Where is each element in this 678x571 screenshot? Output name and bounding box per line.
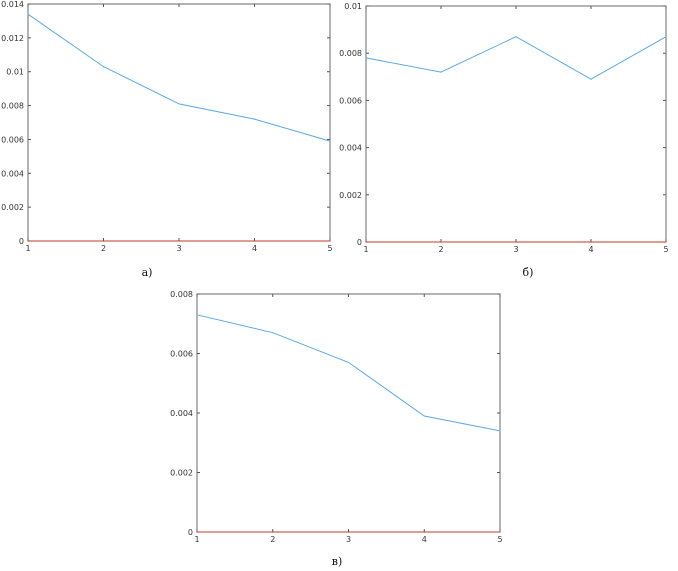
x-tick-label-a-1: 2	[101, 244, 106, 253]
y-tick-label-b-4: 0.008	[339, 49, 362, 58]
data-point-a-1-4	[329, 240, 331, 242]
data-point-b-0-2	[515, 36, 517, 38]
x-tick-label-a-2: 3	[176, 244, 181, 253]
data-point-c-1-4	[499, 531, 501, 533]
data-point-b-0-3	[590, 78, 592, 80]
data-point-b-0-1	[440, 71, 442, 73]
y-tick-label-c-3: 0.006	[170, 350, 193, 359]
x-tick-label-c-0: 1	[194, 535, 199, 544]
chart-panel-c: 0 0.002 0.004 0.006 0.008 1 2 3 4 5	[170, 290, 502, 544]
data-point-a-0-3	[253, 118, 256, 120]
data-point-b-0-0	[365, 57, 367, 59]
x-tick-label-c-3: 4	[422, 535, 427, 544]
x-tick-label-c-4: 5	[497, 535, 502, 544]
data-point-a-0-0	[27, 13, 29, 15]
data-point-c-1-3	[423, 531, 425, 533]
y-tick-label-c-2: 0.004	[170, 409, 193, 418]
caption-c: в)	[332, 555, 342, 568]
data-point-a-0-4	[329, 140, 331, 142]
x-tick-label-c-2: 3	[346, 535, 351, 544]
y-tick-label-a-1: 0.002	[1, 203, 24, 212]
plot-frame-b	[365, 5, 667, 243]
data-point-b-1-4	[665, 241, 667, 243]
data-point-c-0-1	[272, 332, 274, 334]
data-point-c-1-1	[272, 531, 274, 533]
x-tick-label-b-3: 4	[588, 245, 593, 254]
series-line-c-0	[196, 314, 501, 432]
x-tick-label-b-2: 3	[513, 245, 518, 254]
data-point-b-1-3	[590, 241, 592, 243]
y-tick-label-a-2: 0.004	[1, 169, 24, 178]
data-point-a-1-0	[27, 240, 29, 242]
data-point-b-1-2	[515, 241, 517, 243]
series-line-b-0	[365, 36, 667, 80]
data-point-c-1-0	[196, 531, 198, 533]
data-point-a-0-1	[102, 66, 105, 68]
data-point-a-1-1	[102, 240, 105, 242]
y-tick-label-a-6: 0.012	[1, 34, 24, 43]
plot-frame-c	[196, 293, 501, 533]
data-point-c-0-3	[423, 415, 425, 417]
x-tick-label-b-1: 2	[438, 245, 443, 254]
chart-panel-b: 0 0.002 0.004 0.006 0.008 0.01 1 2 3 4 5	[339, 2, 668, 254]
data-point-a-1-2	[178, 240, 180, 242]
data-point-c-0-2	[347, 361, 350, 364]
y-tick-label-a-5: 0.01	[6, 68, 24, 77]
x-tick-label-a-4: 5	[327, 244, 332, 253]
x-tick-label-b-4: 5	[663, 245, 668, 254]
y-tick-label-a-4: 0.008	[1, 102, 24, 111]
y-tick-label-b-0: 0	[357, 238, 362, 247]
caption-b: б)	[523, 266, 534, 279]
data-point-a-0-2	[178, 103, 180, 105]
data-point-c-0-0	[196, 314, 198, 316]
plot-frame-a	[27, 3, 331, 242]
data-point-b-1-0	[365, 241, 367, 243]
y-tick-label-b-5: 0.01	[344, 2, 362, 11]
data-point-b-0-4	[665, 36, 667, 38]
data-point-a-1-3	[253, 240, 256, 242]
data-point-b-1-1	[440, 241, 442, 243]
y-tick-label-c-4: 0.008	[170, 290, 193, 299]
caption-a: а)	[142, 266, 153, 279]
y-tick-label-c-1: 0.002	[170, 469, 193, 478]
y-tick-label-b-1: 0.002	[339, 191, 362, 200]
y-tick-label-a-7: 0.014	[1, 0, 24, 9]
y-tick-label-a-3: 0.006	[1, 135, 24, 144]
y-tick-label-c-0: 0	[188, 528, 193, 537]
chart-panel-a: 0 0.002 0.004 0.006 0.008 0.01 0.012 0.014 1 2 3 4 5	[1, 0, 332, 253]
x-tick-label-a-3: 4	[252, 244, 257, 253]
x-tick-label-c-1: 2	[270, 535, 275, 544]
x-tick-label-b-0: 1	[363, 245, 368, 254]
data-point-c-1-2	[347, 531, 350, 533]
y-tick-label-a-0: 0	[19, 237, 24, 246]
y-tick-label-b-3: 0.006	[339, 96, 362, 105]
x-tick-label-a-0: 1	[25, 244, 30, 253]
y-tick-label-b-2: 0.004	[339, 144, 362, 153]
data-point-c-0-4	[499, 430, 501, 432]
series-line-a-0	[27, 13, 331, 142]
